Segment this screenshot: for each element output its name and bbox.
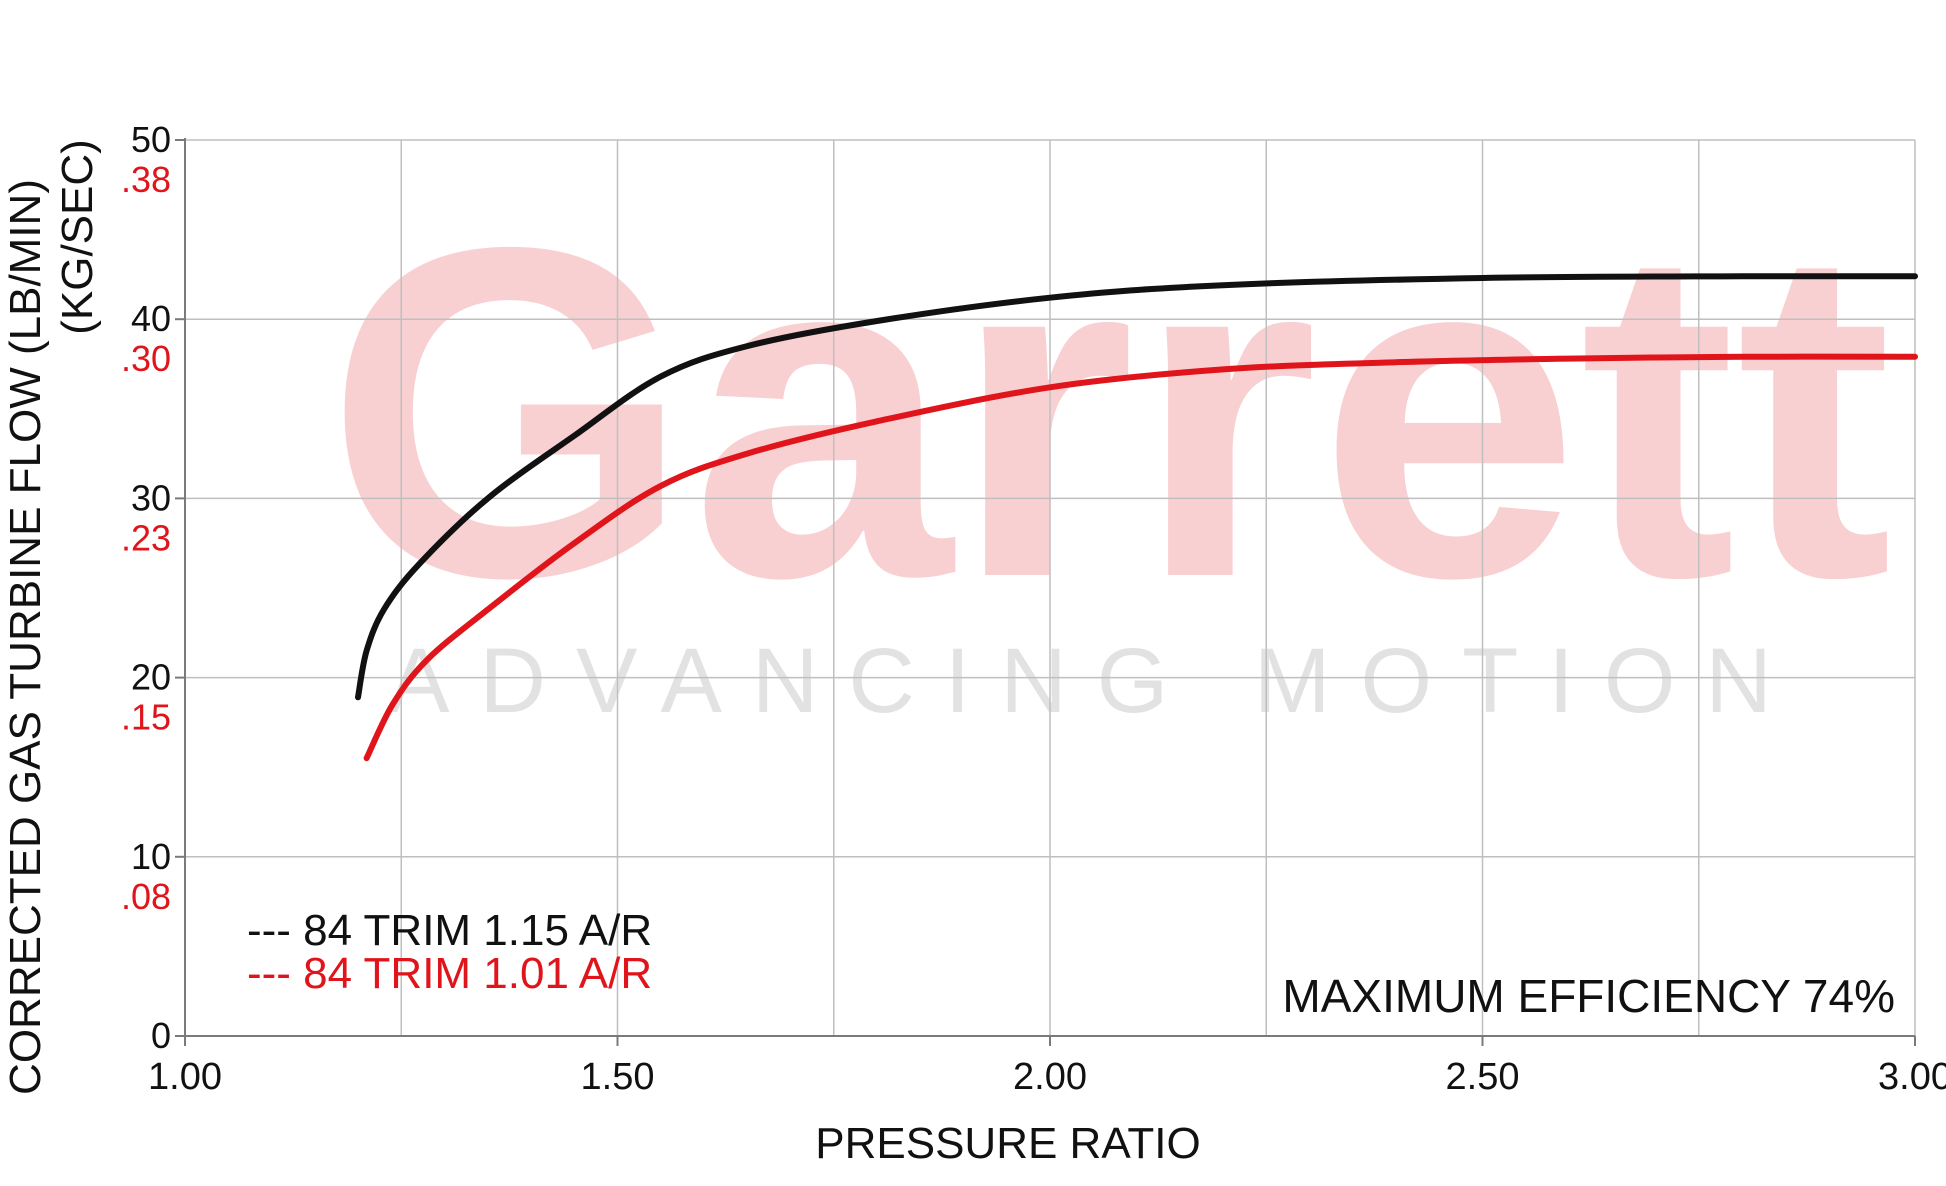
legend-entry-1-01-ar: --- 84 TRIM 1.01 A/R [247,949,652,998]
watermark-brand: Garrett [325,150,1892,675]
x-tick-label: 3.00 [1878,1056,1946,1098]
y-tick-label: 50 [131,119,171,160]
x-tick-label: 2.00 [1013,1056,1087,1098]
y-tick-label: 40 [131,298,171,339]
x-tick-label: 2.50 [1446,1056,1520,1098]
secondary-y-tick-label: .23 [121,517,171,558]
legend-entry-1-15-ar: --- 84 TRIM 1.15 A/R [247,906,652,955]
secondary-y-tick-label: .30 [121,338,171,379]
garrett-watermark: Garrett ADVANCING MOTION [325,150,1892,732]
secondary-y-axis-title: (KG/SEC) [53,139,102,335]
secondary-y-tick-labels: .08 .15 .23 .30 .38 [121,159,171,917]
x-tick-label: 1.50 [581,1056,655,1098]
watermark-tagline: ADVANCING MOTION [388,630,1802,732]
series-line-1-15-ar [355,273,1918,701]
secondary-y-tick-label: .15 [121,697,171,738]
series-lines [355,273,1918,762]
x-tick-labels: 1.00 1.50 2.00 2.50 3.00 [148,1056,1946,1098]
y-tick-label: 20 [131,657,171,698]
x-tick-label: 1.00 [148,1056,222,1098]
y-tick-label: 10 [131,836,171,877]
y-tick-labels: 0 10 20 30 40 50 [131,119,171,1056]
axes [175,138,1916,1046]
legend: --- 84 TRIM 1.15 A/R --- 84 TRIM 1.01 A/… [247,906,652,998]
gridlines [185,139,1916,1036]
secondary-y-tick-label: .38 [121,159,171,200]
max-efficiency-annotation: MAXIMUM EFFICIENCY 74% [1282,970,1895,1022]
secondary-y-tick-label: .08 [121,876,171,917]
y-axis-title: CORRECTED GAS TURBINE FLOW (LB/MIN) [1,179,50,1095]
y-tick-label: 0 [151,1015,171,1056]
x-axis-title: PRESSURE RATIO [815,1119,1200,1168]
series-line-1-01-ar [363,353,1918,762]
y-tick-label: 30 [131,477,171,518]
